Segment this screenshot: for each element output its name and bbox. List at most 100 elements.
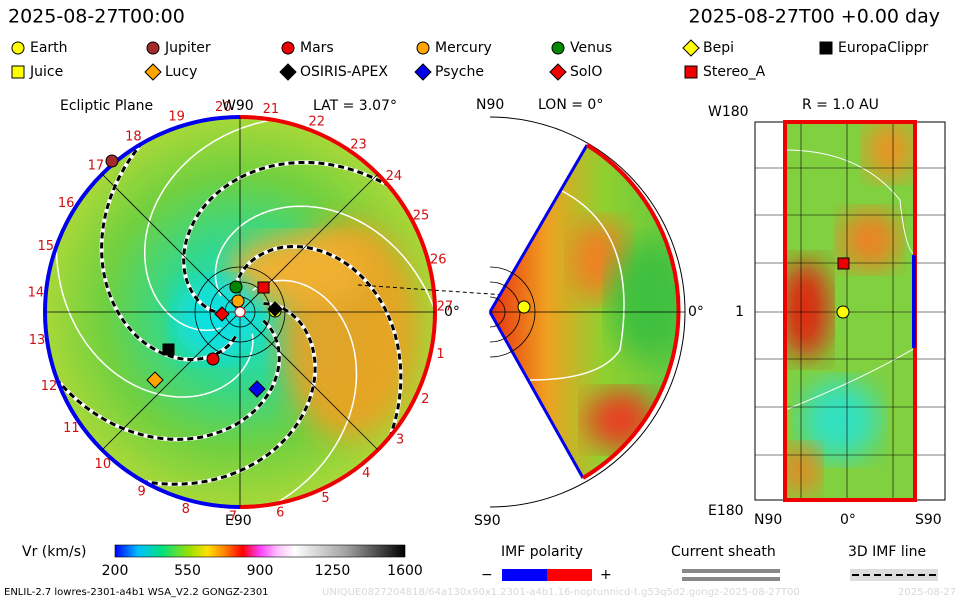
field-line (214, 205, 435, 317)
legend-marker (144, 63, 162, 81)
imf-plus: + (600, 567, 612, 583)
field-line (252, 279, 358, 507)
legend-marker (11, 41, 25, 55)
imf-line (182, 161, 395, 314)
ring-label: 21 (263, 102, 280, 117)
osiris-marker (267, 301, 283, 317)
ring-label: 20 (215, 100, 232, 115)
legend-label: Bepi (703, 40, 734, 56)
imfline-label: 3D IMF line (848, 544, 926, 560)
legend-marker (146, 41, 160, 55)
colorbar (114, 544, 406, 558)
imf-pos (547, 569, 592, 581)
axis-label: 0° (688, 304, 704, 320)
elapsed-label: 2025-08-27T00 +0.00 day (689, 6, 940, 28)
legend-label: SolO (570, 64, 602, 80)
imf-label: IMF polarity (501, 544, 583, 560)
ring-label: 5 (321, 491, 329, 506)
jupiter-marker (105, 154, 119, 168)
axis-label: 0° (444, 304, 460, 320)
legend-marker (416, 41, 430, 55)
ring-label: 2 (421, 392, 429, 407)
legend-marker (281, 41, 295, 55)
axis-label: S90 (915, 512, 942, 528)
imf-line (137, 302, 317, 486)
ring-label: 1 (436, 347, 444, 362)
ring-label: 7 (229, 509, 237, 524)
legend-marker (551, 41, 565, 55)
legend-marker (684, 65, 698, 79)
axis-label: W90 (222, 98, 254, 114)
ring-label: 18 (125, 129, 142, 144)
ring-label: 6 (276, 506, 284, 521)
legend-label: Stereo_A (703, 64, 766, 80)
ring-label: 16 (58, 196, 75, 211)
ring-label: 26 (430, 253, 447, 268)
imf-line (234, 244, 403, 443)
colorbar-tick: 1250 (315, 563, 351, 579)
venus-marker (229, 280, 243, 294)
legend-marker (279, 63, 297, 81)
ring-label: 9 (138, 484, 146, 499)
ring-label: 14 (28, 285, 45, 300)
time-label: 2025-08-27T00:00 (8, 6, 185, 28)
legend-label: Mercury (435, 40, 492, 56)
legend-label: Lucy (165, 64, 197, 80)
ring-label: 8 (182, 502, 190, 517)
footer-model: ENLIL-2.7 lowres-2301-a4b1 WSA_V2.2 GONG… (4, 587, 269, 598)
ring-label: 10 (95, 457, 112, 472)
earth-marker (836, 305, 850, 319)
axis-label: E180 (708, 503, 744, 519)
bodies (105, 154, 283, 398)
sheath-line (682, 569, 780, 573)
colorbar-tick: 550 (174, 563, 201, 579)
mars-marker (206, 352, 220, 366)
ring-label: 12 (41, 379, 58, 394)
colorbar-tick: 200 (102, 563, 129, 579)
ring-label: 27 (437, 300, 454, 315)
imf-line (52, 319, 281, 441)
ring-label: 13 (29, 333, 46, 348)
solo-marker (214, 306, 230, 322)
ring-label: 15 (38, 239, 55, 254)
footer-run: UNIQUE0827204818/64a130x90x1.2301-a4b1.1… (322, 587, 800, 598)
legend-label: Psyche (435, 64, 484, 80)
ring-label: 22 (309, 114, 326, 129)
legend-label: Jupiter (164, 40, 211, 56)
lat-label: LAT = 3.07° (313, 98, 397, 114)
sun (234, 306, 246, 318)
sheath-line (682, 577, 780, 581)
ring-label: 17 (88, 159, 105, 174)
axis-label: N90 (754, 512, 782, 528)
footer-date: 2025-08-27 (898, 587, 956, 598)
earth-marker (517, 300, 531, 314)
lucy-marker (146, 371, 164, 389)
colorbar-label: Vr (km/s) (22, 544, 86, 560)
imf-minus: − (481, 567, 493, 583)
ring-label: 11 (63, 421, 80, 436)
axis-label: S90 (474, 513, 501, 529)
legend-marker (819, 41, 833, 55)
sphere-panel: W180 R = 1.0 AU 1 E180 N90 0° S90 (708, 97, 946, 528)
lon-label: LON = 0° (538, 97, 603, 113)
legend-label: Juice (29, 64, 63, 80)
imfline-bg (850, 569, 938, 581)
meridional-panel: N90 LON = 0° 0° S90 (474, 97, 704, 529)
ring-label: 4 (362, 466, 370, 481)
legend-marker (11, 65, 25, 79)
ring-label: 25 (413, 208, 430, 223)
axis-label: 0° (840, 512, 856, 528)
mercury-marker (231, 294, 245, 308)
legend-label: EuropaClippr (838, 40, 929, 56)
ring-label: 3 (396, 433, 404, 448)
colorbar-tick: 900 (247, 563, 274, 579)
legend-marker (414, 63, 432, 81)
colorbar-tick: 1600 (387, 563, 423, 579)
imf-neg (502, 569, 547, 581)
sphere-features (785, 122, 915, 495)
psyche-marker (248, 380, 266, 398)
field-line (143, 118, 279, 332)
legend-label: OSIRIS-APEX (300, 64, 388, 80)
